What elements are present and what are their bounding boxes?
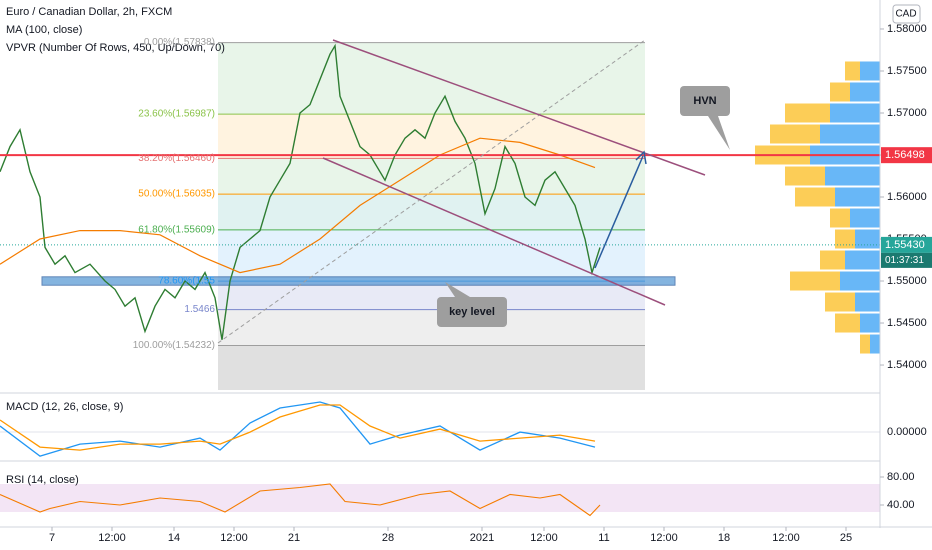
rsi-title: RSI (14, close)	[6, 474, 79, 486]
fib-label: 78.60%(1.55	[158, 276, 215, 287]
x-tick-label: 12:00	[530, 532, 558, 544]
x-tick-label: 21	[288, 532, 300, 544]
fib-label: 1.5466	[184, 304, 215, 315]
currency-box	[892, 4, 921, 24]
fib-band	[218, 194, 645, 230]
projection-arrow	[594, 155, 644, 269]
vp-up	[860, 61, 880, 81]
x-tick-label: 12:00	[220, 532, 248, 544]
vp-up	[840, 271, 880, 291]
fib-band	[218, 229, 645, 282]
x-tick-label: 12:00	[98, 532, 126, 544]
key-level-label: key level	[449, 306, 495, 318]
currency: CAD	[895, 9, 916, 20]
vp-up	[855, 229, 880, 249]
key-level-pointer	[445, 282, 470, 297]
x-tick-label: 25	[840, 532, 852, 544]
x-tick-label: 28	[382, 532, 394, 544]
fib-label: 61.80%(1.55609)	[138, 224, 215, 235]
y-tick-label: 80.00	[887, 471, 915, 483]
x-tick-label: 12:00	[650, 532, 678, 544]
fib-band	[218, 42, 645, 115]
price-tag	[881, 147, 932, 164]
arrow-head	[635, 150, 647, 165]
hvn-label: HVN	[693, 95, 716, 107]
fib-label: 0.00%(1.57838)	[144, 37, 215, 48]
key-zone	[41, 276, 676, 286]
vp-down	[835, 229, 855, 249]
hvn-box	[680, 86, 730, 116]
symbol-title: Euro / Canadian Dollar, 2h, FXCM	[6, 6, 172, 18]
vp-down	[830, 82, 850, 102]
vp-up	[830, 103, 880, 123]
fib-label: 100.00%(1.54232)	[133, 340, 215, 351]
ma-line	[0, 137, 596, 274]
x-tick-label: 11	[598, 532, 609, 544]
indicator-label: MA (100, close)	[6, 24, 82, 36]
vp-up	[845, 250, 880, 270]
macd-line	[0, 404, 596, 451]
price-axis-bg	[880, 0, 932, 550]
vp-down	[835, 313, 860, 333]
fib-band	[218, 309, 645, 346]
vp-down	[845, 61, 860, 81]
vp-down	[785, 166, 825, 186]
fib-label: 38.20%(1.56460)	[138, 153, 215, 164]
vp-down	[770, 124, 820, 144]
vp-up	[870, 334, 880, 354]
indicator-label: VPVR (Number Of Rows, 450, Up/Down, 70)	[6, 42, 225, 54]
fib-label: 23.60%(1.56987)	[138, 109, 215, 120]
vp-up	[850, 82, 880, 102]
key-level-box	[437, 297, 507, 327]
y-tick-label: 1.57000	[887, 107, 927, 119]
vp-down	[795, 187, 835, 207]
countdown-tag	[881, 252, 932, 268]
y-tick-label: 1.54500	[887, 317, 927, 329]
rsi-line	[0, 483, 601, 517]
fib-band	[218, 281, 645, 310]
x-tick-label: 7	[49, 532, 55, 544]
y-tick-label: 1.55000	[887, 275, 927, 287]
price-tag-label: 1.56498	[885, 149, 925, 161]
vp-down	[790, 271, 840, 291]
y-tick-label: 1.58000	[887, 23, 927, 35]
x-tick-label: 2021	[470, 532, 494, 544]
vp-down	[830, 208, 850, 228]
vp-down	[820, 250, 845, 270]
vp-down	[825, 292, 855, 312]
y-tick-label: 40.00	[887, 499, 915, 511]
x-tick-label: 14	[168, 532, 180, 544]
vp-up	[855, 292, 880, 312]
fib-label: 50.00%(1.56035)	[138, 189, 215, 200]
y-tick-label: 1.56000	[887, 191, 927, 203]
price-tag-label: 1.55430	[885, 239, 925, 251]
countdown: 01:37:31	[885, 255, 924, 266]
vp-down	[785, 103, 830, 123]
vp-up	[825, 166, 880, 186]
vp-up	[860, 313, 880, 333]
vp-up	[820, 124, 880, 144]
x-tick-label: 18	[718, 532, 730, 544]
x-tick-label: 12:00	[772, 532, 800, 544]
fib-trend-line	[217, 39, 646, 344]
price-line	[0, 43, 601, 340]
channel-lower	[322, 157, 666, 306]
macd-line	[0, 401, 596, 457]
price-tag	[881, 236, 932, 253]
fib-band	[218, 345, 645, 390]
macd-title: MACD (12, 26, close, 9)	[6, 401, 123, 413]
y-tick-label: 1.57500	[887, 65, 927, 77]
rsi-band	[0, 483, 880, 512]
vp-up	[835, 187, 880, 207]
hvn-pointer	[708, 116, 730, 150]
y-tick-label: 1.54000	[887, 359, 927, 371]
vp-down	[860, 334, 870, 354]
vp-up	[850, 208, 880, 228]
y-tick-label: 0.00000	[887, 426, 927, 438]
